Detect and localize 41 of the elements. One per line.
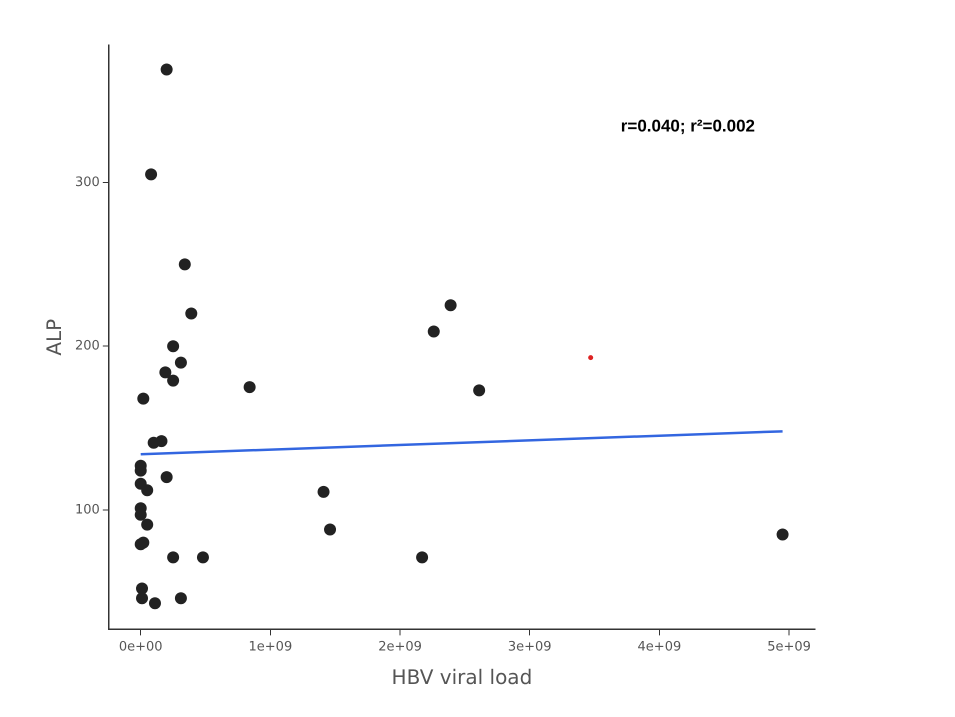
y-tick-label: 100 [74,502,100,518]
point [178,258,191,270]
point [185,307,198,320]
point [160,64,173,76]
y-tick-label: 200 [74,338,100,354]
x-tick-label: 3e+09 [508,640,552,655]
point [145,168,158,180]
point [196,551,209,564]
point [159,366,172,378]
point [416,551,428,564]
annotation: r=0.040; r²=0.002 [620,116,755,136]
point [588,355,594,360]
point [174,592,187,604]
point [141,518,154,531]
point [318,486,330,498]
point [167,340,180,352]
y-axis-title: ALP [42,318,66,356]
point [136,592,148,604]
point [167,374,180,387]
x-tick-label: 5e+09 [767,640,811,655]
x-axis-title: HBV viral load [392,665,532,690]
point [134,538,147,550]
point [155,435,168,448]
point [137,392,150,405]
point [136,582,148,594]
point [244,381,256,394]
point [174,356,187,369]
point [428,325,440,338]
point [141,484,154,496]
point [444,299,457,312]
x-tick-label: 0e+00 [118,640,163,655]
x-tick-label: 4e+09 [638,640,682,655]
point [167,551,180,564]
point [473,384,486,396]
point [776,528,789,540]
y-tick-label: 300 [74,174,100,190]
x-tick-label: 2e+09 [378,640,422,655]
point [148,597,161,610]
x-tick-label: 1e+09 [248,640,292,655]
point [324,524,336,536]
point [160,471,173,484]
